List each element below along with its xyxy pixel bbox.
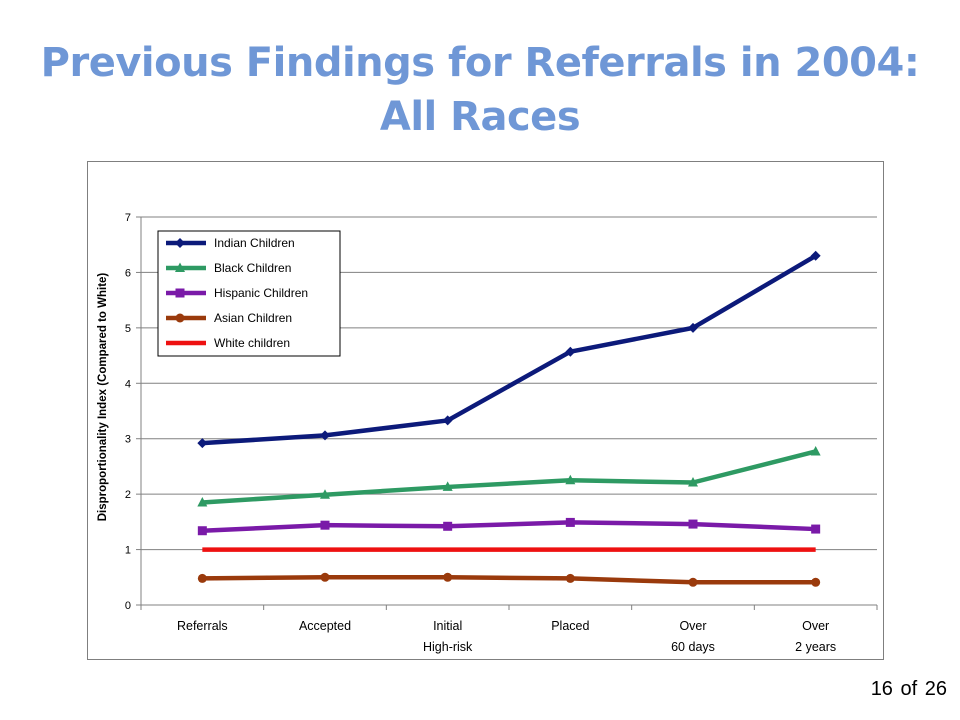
legend-label-hispanic-children: Hispanic Children (214, 286, 308, 300)
point-black-children-0 (197, 496, 208, 507)
point-hispanic-children-1 (320, 520, 330, 530)
point-asian-children-5 (811, 577, 821, 587)
point-hispanic-children-0 (197, 526, 207, 536)
x-tick-label: Referrals (177, 619, 228, 633)
point-asian-children-2 (443, 572, 453, 582)
slide-title: Previous Findings for Referrals in 2004:… (0, 36, 960, 144)
point-black-children-1 (320, 489, 330, 499)
x-tick-label: Over (802, 619, 829, 633)
page-current: 16 (870, 678, 893, 700)
x-tick-label: Initial (433, 619, 462, 633)
y-tick-label: 4 (125, 378, 131, 390)
x-tick-label: Placed (551, 619, 589, 633)
point-black-children-3 (565, 474, 576, 485)
point-hispanic-children-3 (565, 517, 575, 527)
y-tick-label: 7 (125, 212, 131, 224)
point-indian-children-1 (320, 430, 330, 441)
legend-marker-hispanic-children (175, 288, 185, 298)
page-total: 26 (924, 678, 947, 700)
series-line-black-children (202, 449, 817, 505)
page-number: 16 of 26 (870, 678, 948, 701)
y-tick-label: 6 (125, 267, 131, 279)
legend-label-indian-children: Indian Children (214, 236, 295, 250)
slide-title-line-1: Previous Findings for Referrals in 2004: (40, 40, 920, 86)
point-indian-children-0 (197, 438, 208, 449)
point-indian-children-3 (565, 346, 576, 357)
page-of: of (900, 678, 918, 700)
legend-label-white-children: White children (214, 336, 290, 350)
y-tick-label: 5 (125, 323, 131, 335)
series-line-indian-children (202, 253, 817, 446)
slide-title-line-2: All Races (379, 94, 581, 140)
point-black-children-4 (688, 477, 698, 487)
point-asian-children-1 (320, 572, 330, 582)
series-line-asian-children (202, 575, 816, 585)
point-indian-children-4 (688, 322, 698, 333)
legend-marker-indian-children (175, 238, 185, 248)
point-hispanic-children-4 (688, 519, 698, 529)
legend-marker-black-children (175, 262, 185, 272)
x-tick-label: 60 days (671, 640, 715, 654)
point-hispanic-children-5 (811, 524, 821, 534)
legend-marker-asian-children (175, 313, 185, 323)
y-tick-label: 0 (125, 600, 131, 612)
x-tick-label: High-risk (423, 640, 473, 654)
x-tick-label: 2 years (795, 640, 836, 654)
point-indian-children-5 (810, 250, 821, 261)
x-tick-label: Accepted (299, 619, 351, 633)
x-tick-label: Over (679, 619, 706, 633)
point-asian-children-0 (197, 573, 207, 583)
y-tick-label: 3 (125, 434, 131, 446)
point-black-children-2 (442, 481, 453, 491)
y-tick-label: 1 (125, 545, 131, 557)
point-asian-children-4 (688, 577, 698, 587)
point-asian-children-3 (565, 573, 575, 583)
series-line-hispanic-children (202, 520, 816, 533)
y-axis-label: Disproportionality Index (Compared to Wh… (97, 273, 109, 522)
y-tick-label: 2 (125, 489, 131, 501)
point-indian-children-2 (442, 415, 453, 426)
legend-label-black-children: Black Children (214, 261, 291, 275)
legend-label-asian-children: Asian Children (214, 311, 292, 325)
point-hispanic-children-2 (443, 521, 453, 531)
point-black-children-5 (810, 445, 821, 456)
